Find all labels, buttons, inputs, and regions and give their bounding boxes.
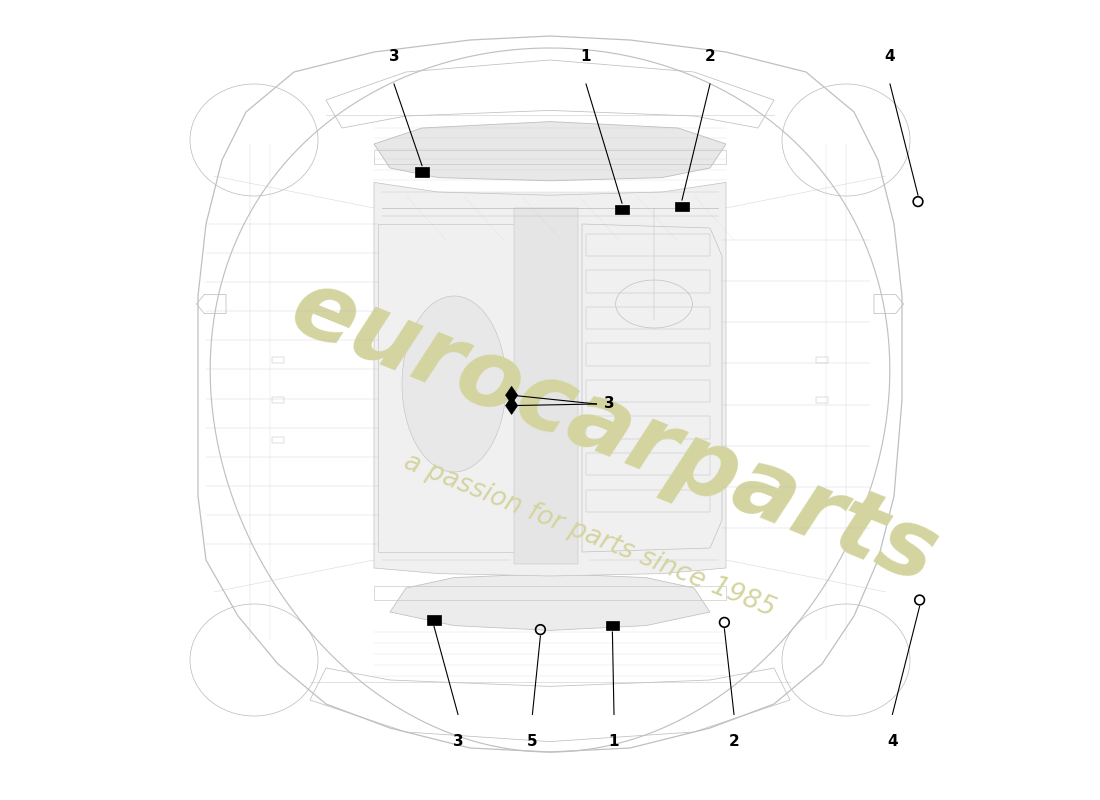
Text: 1: 1 <box>581 49 592 64</box>
Bar <box>815 397 828 403</box>
Text: 2: 2 <box>705 49 715 64</box>
Bar <box>586 490 710 512</box>
Bar <box>815 357 828 363</box>
Polygon shape <box>390 574 710 630</box>
Text: 4: 4 <box>887 734 898 750</box>
Bar <box>586 417 710 439</box>
Bar <box>586 270 710 293</box>
Polygon shape <box>615 205 628 214</box>
Text: 2: 2 <box>728 734 739 750</box>
Polygon shape <box>382 192 726 564</box>
Bar <box>272 357 285 363</box>
Polygon shape <box>506 397 518 414</box>
Polygon shape <box>606 621 619 630</box>
Polygon shape <box>416 167 429 177</box>
Bar <box>586 306 710 329</box>
Polygon shape <box>428 615 441 625</box>
Bar <box>586 380 710 402</box>
Text: 5: 5 <box>527 734 538 750</box>
Text: eurocarparts: eurocarparts <box>277 260 950 604</box>
Polygon shape <box>374 122 726 181</box>
Text: 1: 1 <box>608 734 619 750</box>
Bar <box>514 208 578 564</box>
Text: a passion for parts since 1985: a passion for parts since 1985 <box>400 450 780 622</box>
Polygon shape <box>374 182 726 576</box>
Polygon shape <box>506 386 518 404</box>
Bar <box>272 437 285 443</box>
Bar <box>272 397 285 403</box>
Text: 3: 3 <box>388 49 399 64</box>
Ellipse shape <box>402 296 506 472</box>
Polygon shape <box>675 202 689 211</box>
Bar <box>586 234 710 256</box>
Bar <box>586 343 710 366</box>
Text: 4: 4 <box>884 49 895 64</box>
Text: 3: 3 <box>453 734 463 750</box>
Bar <box>586 453 710 475</box>
Text: 3: 3 <box>604 397 615 411</box>
